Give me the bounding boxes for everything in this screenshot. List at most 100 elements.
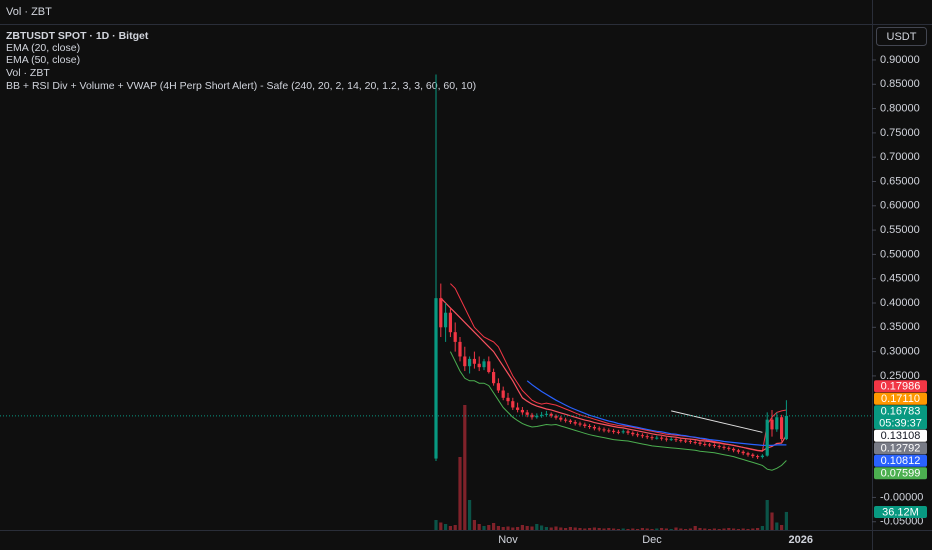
volume-bar [645,528,649,530]
volume-bar [549,527,553,530]
candle-body [708,444,712,446]
volume-bar [756,528,760,530]
volume-bar [698,528,702,530]
y-tick-label: 0.60000 [880,200,920,212]
currency-label[interactable]: USDT [887,31,917,43]
volume-bar [535,524,539,530]
bb-lower [449,351,787,471]
volume-bar [448,526,452,530]
price-tag-countdown: 05:39:37 [879,418,922,430]
volume-bar [780,525,784,530]
legend-entry[interactable]: Vol · ZBT [6,67,50,79]
volume-bar [703,528,707,530]
candle-body [703,443,707,445]
candle-body [463,356,467,367]
volume-bar [573,527,577,530]
volume-bar [602,528,606,530]
volume-bar [487,525,491,530]
volume-bar [679,528,683,530]
volume-bar [501,527,505,530]
volume-bar [746,529,750,530]
legend-entry[interactable]: EMA (50, close) [6,54,80,66]
volume-bar [453,525,457,530]
volume-bar [597,528,601,530]
candle-body [722,446,726,448]
candle-body [540,414,544,416]
volume-bar [482,526,486,530]
legend-entry[interactable]: EMA (20, close) [6,42,80,54]
price-tag [874,454,927,467]
volume-bar [741,528,745,530]
candle-body [573,422,577,424]
candle-body [636,434,640,436]
volume-bar [564,528,568,530]
candle-body [626,431,630,433]
volume-bar [636,529,640,530]
candle-body [760,455,764,458]
price-tag-label: 0.13108 [881,430,921,442]
candle-body [780,417,784,440]
volume-bar [631,528,635,530]
candle-body [688,441,692,443]
legend-entry[interactable]: BB + RSI Div + Volume + VWAP (4H Perp Sh… [6,80,476,92]
volume-bar [472,520,476,530]
symbol-title[interactable]: ZBTUSDT SPOT · 1D · Bitget [6,30,149,42]
volume-bar [616,529,620,530]
y-tick-label: 0.40000 [880,297,920,309]
volume-bar [496,526,500,530]
y-tick-label: 0.85000 [880,78,920,90]
candle-body [487,361,491,373]
candle-body [578,423,582,425]
y-tick-label: -0.00000 [880,491,923,503]
volume-bar [684,529,688,530]
candle-body [602,429,606,431]
volume-bar [770,512,774,530]
volume-bar [722,528,726,530]
volume-bar [751,528,755,530]
price-tag [874,429,927,442]
volume-tag [874,505,927,518]
candle-body [736,450,740,452]
volume-bar [444,524,448,530]
volume-bar [506,526,510,530]
candle-body [640,435,644,437]
y-tick-label: 0.50000 [880,248,920,260]
candle-body [506,397,510,402]
volume-bar [664,528,668,530]
volume-bar [520,525,524,530]
price-tag-label: 0.10812 [881,455,921,467]
candle-body [434,298,438,459]
candle-body [741,451,745,454]
volume-bar [612,528,616,530]
candle-body [492,372,496,384]
volume-bar [525,526,529,530]
candle-body [664,438,668,440]
candle-body [784,415,788,440]
price-tag [874,405,927,430]
candle-body [496,383,500,391]
candle-body [674,439,678,441]
candle-body [756,456,760,458]
candle-body [511,401,515,408]
candle-body [472,358,476,364]
volume-bar [621,528,625,530]
candle-body [453,332,457,342]
price-tag-label: 0.17110 [881,393,920,405]
volume-bar [463,405,467,530]
volume-bar [540,525,544,530]
candle-body [544,413,548,415]
price-tag [874,392,927,405]
currency-button[interactable] [876,27,927,46]
candle-body [765,419,769,456]
candle-body [751,454,755,457]
candle-body [712,444,716,446]
candle-body [660,437,664,439]
candle-body [775,417,779,430]
candle-body [482,361,486,368]
candle-body [448,312,452,333]
volume-bar [712,528,716,530]
candle-body [549,413,553,416]
candle-body [520,409,524,413]
volume-bar [607,528,611,530]
candle-body [650,437,654,439]
